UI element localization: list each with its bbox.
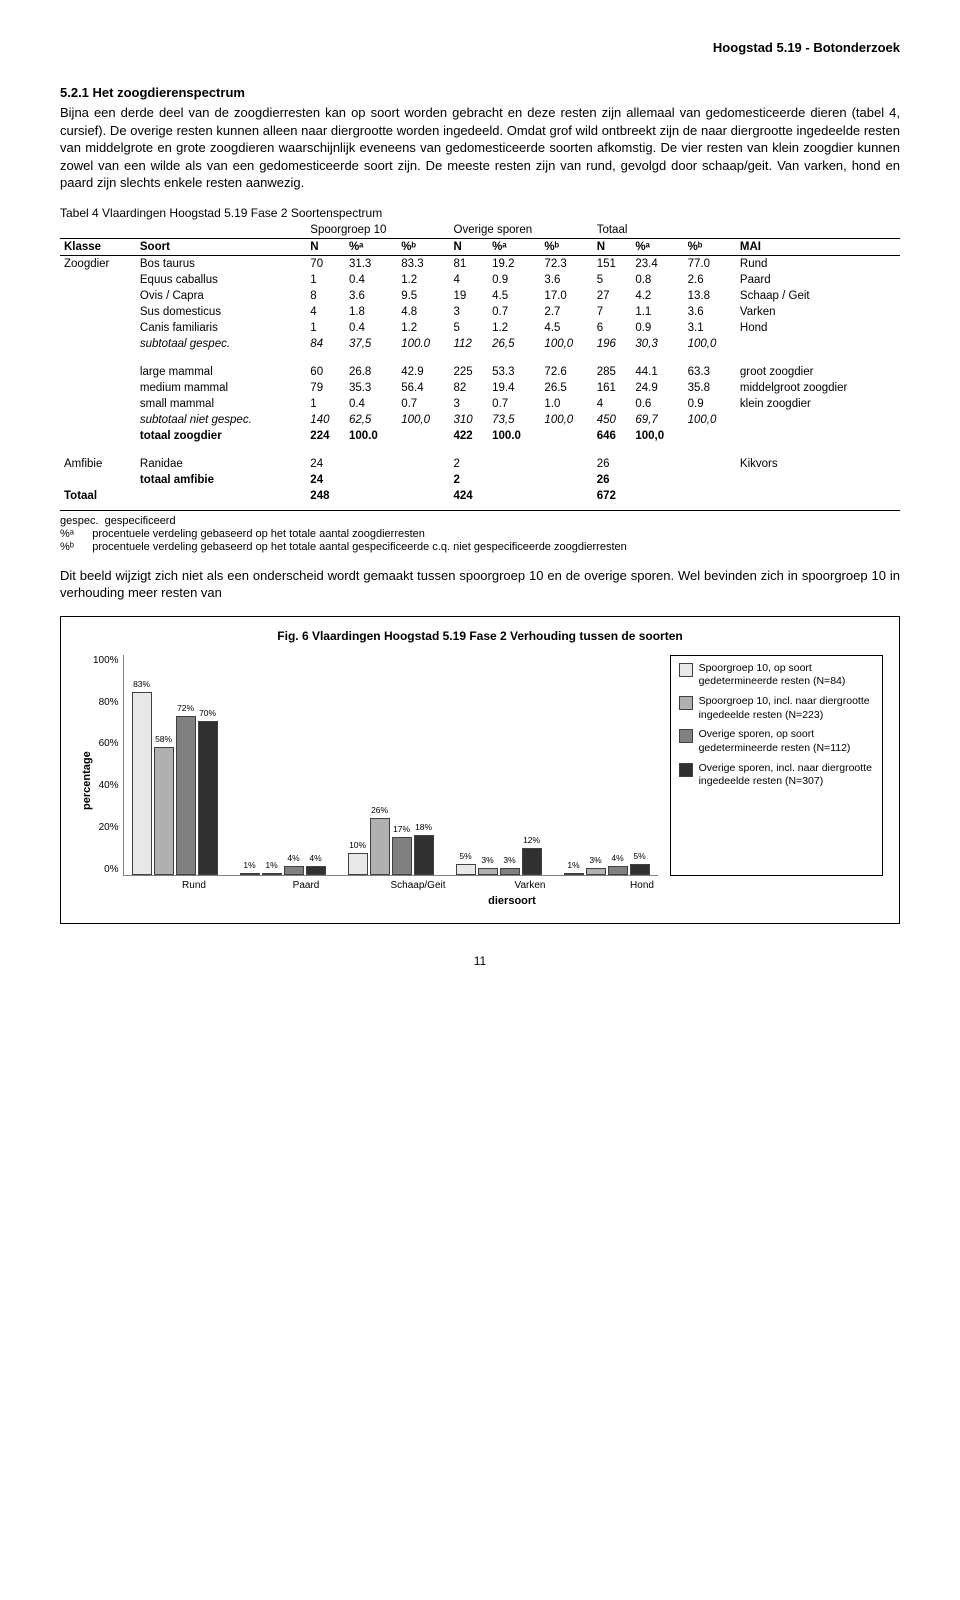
bar: 18% — [414, 835, 434, 875]
table-group-header: Spoorgroep 10 Overige sporen Totaal — [60, 222, 900, 239]
legend-label: Spoorgroep 10, incl. naar diergrootte in… — [699, 695, 874, 722]
bar: 3% — [478, 868, 498, 875]
bar-value-label: 17% — [393, 824, 410, 834]
table-grand-total: Totaal248424672 — [60, 488, 900, 504]
bar-value-label: 4% — [287, 853, 299, 863]
legend-item: Spoorgroep 10, incl. naar diergrootte in… — [679, 695, 874, 722]
bar: 1% — [240, 873, 260, 875]
legend-item: Spoorgroep 10, op soort gedetermineerde … — [679, 662, 874, 689]
x-tick-label: Rund — [149, 880, 239, 891]
legend-swatch — [679, 763, 693, 777]
species-table: Spoorgroep 10 Overige sporen Totaal Klas… — [60, 222, 900, 504]
bar: 72% — [176, 716, 196, 874]
bar: 12% — [522, 848, 542, 874]
table-row: Ovis / Capra83.69.5194.517.0274.213.8Sch… — [60, 288, 900, 304]
bar-value-label: 10% — [349, 840, 366, 850]
bar-value-label: 12% — [523, 835, 540, 845]
chart-title: Fig. 6 Vlaardingen Hoogstad 5.19 Fase 2 … — [77, 629, 883, 643]
legend-swatch — [679, 663, 693, 677]
chart-plot: 83%58%72%70%1%1%4%4%10%26%17%18%5%3%3%12… — [123, 655, 658, 876]
table-row — [60, 352, 900, 364]
bar: 4% — [306, 866, 326, 875]
table-caption: Tabel 4 Vlaardingen Hoogstad 5.19 Fase 2… — [60, 206, 900, 220]
chart-legend: Spoorgroep 10, op soort gedetermineerde … — [670, 655, 883, 876]
legend-swatch — [679, 696, 693, 710]
bar: 58% — [154, 747, 174, 875]
chart-x-title: diersoort — [141, 895, 883, 907]
doc-header: Hoogstad 5.19 - Botonderzoek — [60, 40, 900, 55]
bar: 83% — [132, 692, 152, 875]
table-row — [60, 444, 900, 456]
bar-value-label: 5% — [459, 851, 471, 861]
bar-value-label: 1% — [243, 860, 255, 870]
table-row: medium mammal7935.356.48219.426.516124.9… — [60, 380, 900, 396]
bar-group: 1%3%4%5% — [564, 864, 650, 875]
x-tick-label: Schaap/Geit — [373, 880, 463, 891]
chart-y-label: percentage — [77, 655, 93, 907]
bar: 3% — [500, 868, 520, 875]
bar: 3% — [586, 868, 606, 875]
bar: 5% — [630, 864, 650, 875]
bar-value-label: 5% — [633, 851, 645, 861]
table-row: small mammal10.40.730.71.040.60.9klein z… — [60, 396, 900, 412]
bar: 4% — [284, 866, 304, 875]
bar-group: 83%58%72%70% — [132, 692, 218, 875]
paragraph-2: Dit beeld wijzigt zich niet als een onde… — [60, 567, 900, 602]
bar: 5% — [456, 864, 476, 875]
table-footnotes: gespec. gespecificeerd %ᵃ procentuele ve… — [60, 510, 900, 553]
chart-container: Fig. 6 Vlaardingen Hoogstad 5.19 Fase 2 … — [60, 616, 900, 924]
table-total: totaal zoogdier224100.0422100.0646100,0 — [60, 428, 900, 444]
paragraph-1: Bijna een derde deel van de zoogdierrest… — [60, 104, 900, 192]
bar-value-label: 3% — [503, 855, 515, 865]
table-row: Equus caballus10.41.240.93.650.82.6Paard — [60, 272, 900, 288]
bar-value-label: 70% — [199, 708, 216, 718]
bar-group: 1%1%4%4% — [240, 866, 326, 875]
legend-item: Overige sporen, incl. naar diergrootte i… — [679, 762, 874, 789]
bar-value-label: 4% — [309, 853, 321, 863]
table-col-header: Klasse Soort N %ᵃ %ᵇ N %ᵃ %ᵇ N %ᵃ %ᵇ MAI — [60, 238, 900, 255]
bar-value-label: 18% — [415, 822, 432, 832]
legend-label: Overige sporen, incl. naar diergrootte i… — [699, 762, 874, 789]
bar: 17% — [392, 837, 412, 874]
bar: 4% — [608, 866, 628, 875]
legend-label: Overige sporen, op soort gedetermineerde… — [699, 728, 874, 755]
legend-swatch — [679, 729, 693, 743]
table-row: AmfibieRanidae24226Kikvors — [60, 456, 900, 472]
bar-value-label: 26% — [371, 805, 388, 815]
bar: 70% — [198, 721, 218, 875]
bar: 1% — [262, 873, 282, 875]
bar-value-label: 1% — [265, 860, 277, 870]
page-number: 11 — [60, 954, 900, 968]
chart-x-labels: Rund Paard Schaap/Geit Varken Hond — [141, 880, 883, 891]
x-tick-label: Paard — [261, 880, 351, 891]
table-row: Canis familiaris10.41.251.24.560.93.1Hon… — [60, 320, 900, 336]
section-heading: 5.2.1 Het zoogdierenspectrum — [60, 85, 900, 100]
table-row: ZoogdierBos taurus7031.383.38119.272.315… — [60, 255, 900, 272]
legend-item: Overige sporen, op soort gedetermineerde… — [679, 728, 874, 755]
bar-group: 10%26%17%18% — [348, 818, 434, 875]
table-row: large mammal6026.842.922553.372.628544.1… — [60, 364, 900, 380]
bar-value-label: 83% — [133, 679, 150, 689]
bar: 1% — [564, 873, 584, 875]
bar: 26% — [370, 818, 390, 875]
bar-value-label: 58% — [155, 734, 172, 744]
table-subtotal: subtotaal gespec.8437,5100.011226,5100,0… — [60, 336, 900, 352]
x-tick-label: Varken — [485, 880, 575, 891]
bar-value-label: 3% — [589, 855, 601, 865]
table-total: totaal amfibie24226 — [60, 472, 900, 488]
bar-value-label: 72% — [177, 703, 194, 713]
legend-label: Spoorgroep 10, op soort gedetermineerde … — [699, 662, 874, 689]
bar-value-label: 1% — [567, 860, 579, 870]
x-tick-label: Hond — [597, 880, 687, 891]
chart-y-axis: 100%80%60%40%20%0% — [93, 655, 123, 875]
bar-value-label: 3% — [481, 855, 493, 865]
table-row: Sus domesticus41.84.830.72.771.13.6Varke… — [60, 304, 900, 320]
table-subtotal: subtotaal niet gespec.14062,5100,031073,… — [60, 412, 900, 428]
bar: 10% — [348, 853, 368, 875]
bar-value-label: 4% — [611, 853, 623, 863]
bar-group: 5%3%3%12% — [456, 848, 542, 874]
